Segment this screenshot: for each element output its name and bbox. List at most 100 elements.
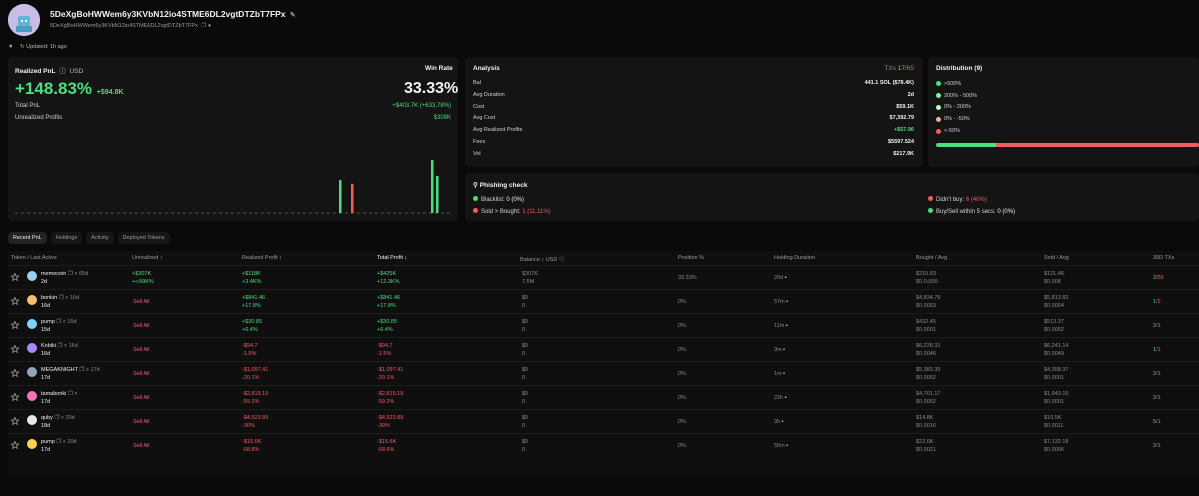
col-balance-label: Balance bbox=[520, 257, 540, 263]
copy-icon[interactable]: ❐ bbox=[67, 271, 73, 277]
token-name[interactable]: pump bbox=[41, 439, 55, 445]
search-icon[interactable]: ⌕ bbox=[60, 415, 65, 421]
col-bought[interactable]: Bought / Avg bbox=[916, 255, 947, 261]
table-row[interactable]: MEGAKNIGHT ❐ ⌕ 17d 17d Sell All -$1,097.… bbox=[8, 361, 1199, 385]
pnl-bar-chart bbox=[15, 160, 452, 214]
search-icon[interactable]: ⌕ bbox=[74, 271, 78, 277]
search-icon[interactable]: ⌕ bbox=[62, 319, 66, 325]
tab-deployed-tokens[interactable]: Deployed Tokens bbox=[117, 232, 170, 244]
col-balance[interactable]: Balance ↕ USD ⓘ bbox=[520, 257, 565, 263]
copy-icon[interactable]: ❐ bbox=[201, 23, 207, 29]
realized-percent: -68.8% bbox=[242, 447, 260, 453]
search-icon[interactable]: ⌕ bbox=[85, 367, 89, 373]
position-percent: 0% bbox=[678, 323, 686, 329]
distribution-dot-icon bbox=[936, 116, 941, 122]
analysis-row-label: Avg Duration bbox=[473, 91, 505, 98]
holding-value: 22h bbox=[774, 395, 784, 401]
txs-sell-count: 1 bbox=[1157, 371, 1161, 377]
distribution-label: 200% - 500% bbox=[944, 92, 978, 99]
token-name[interactable]: tamabonki bbox=[41, 391, 67, 397]
col-holding[interactable]: Holding Duration bbox=[774, 255, 815, 261]
star-icon[interactable] bbox=[11, 273, 19, 281]
sell-all-button[interactable]: Sell All bbox=[133, 443, 150, 449]
col-realized[interactable]: Realized Profit ↕ bbox=[242, 255, 283, 261]
sold-value: $7,132.18 bbox=[1044, 439, 1069, 445]
holding-duration: 11m ▪ bbox=[774, 322, 788, 330]
copy-icon[interactable]: ❐ bbox=[56, 439, 62, 445]
didnt-buy-label: Didn't buy: bbox=[936, 197, 965, 203]
token-name[interactable]: pump bbox=[41, 319, 55, 325]
star-icon[interactable] bbox=[11, 369, 19, 377]
token-name[interactable]: memecoin bbox=[41, 271, 67, 277]
globe-icon[interactable]: ● bbox=[207, 23, 212, 29]
buy-sell-value: 0 (0%) bbox=[997, 209, 1016, 215]
copy-icon[interactable]: ❐ bbox=[57, 343, 63, 349]
search-icon[interactable]: ⌕ bbox=[63, 343, 68, 349]
table-row[interactable]: quby ❐ ⌕ 20d 18d Sell All -$4,523.89 -30… bbox=[8, 409, 1199, 433]
realized-percent: -20.1% bbox=[242, 375, 260, 381]
last-active: 17d bbox=[41, 399, 51, 405]
table-row[interactable]: bonkin ❐ ⌕ 16d 16d Sell All +$841.46 +17… bbox=[8, 289, 1199, 313]
distribution-item: 0% - -50% bbox=[936, 113, 977, 125]
token-name[interactable]: bonkin bbox=[41, 295, 58, 301]
copy-icon[interactable]: ❐ bbox=[67, 391, 73, 397]
total-percent: -20.1% bbox=[377, 375, 395, 381]
sell-all-button[interactable]: Sell All bbox=[133, 299, 150, 305]
txs-buy-count: 2 bbox=[1153, 371, 1157, 377]
currency-label[interactable]: USD bbox=[69, 68, 84, 75]
edit-icon[interactable]: ✎ bbox=[289, 12, 296, 19]
tab-activity[interactable]: Activity bbox=[86, 232, 114, 244]
star-icon[interactable] bbox=[11, 441, 19, 449]
copy-icon[interactable]: ❐ bbox=[79, 367, 85, 373]
buy-sell-label: Buy/Sell within 5 secs: bbox=[936, 209, 996, 215]
token-name-row: bonkin ❐ ⌕ 16d bbox=[41, 294, 79, 302]
table-row[interactable]: pump ❐ ⌕ 15d 15d Sell All +$30.85 +6.4% … bbox=[8, 313, 1199, 337]
token-name[interactable]: quby bbox=[41, 415, 53, 421]
wallet-address: 5DeXgBoHWWem6y3KVbN12io4STME6DL2vgtDTZbT… bbox=[50, 9, 286, 19]
star-icon[interactable] bbox=[11, 321, 19, 329]
token-name[interactable]: Kobiki bbox=[41, 343, 56, 349]
search-icon[interactable]: ⌕ bbox=[62, 439, 66, 445]
analysis-row: Bal 441.1 SOL ($78.4K) bbox=[473, 80, 914, 92]
sell-all-button[interactable]: Sell All bbox=[133, 395, 150, 401]
search-icon[interactable]: ⌕ bbox=[65, 295, 69, 301]
copy-icon[interactable]: ❐ bbox=[58, 295, 64, 301]
token-name[interactable]: MEGAKNIGHT bbox=[41, 367, 78, 373]
txs-buy-count: 2 bbox=[1153, 275, 1157, 281]
token-name-row: tamabonki ❐ ⌕ bbox=[41, 390, 77, 398]
total-percent: -1.5% bbox=[377, 351, 392, 357]
table-row[interactable]: Kobiki ❐ ⌕ 16d 16d Sell All -$94.7 -1.5%… bbox=[8, 337, 1199, 361]
sell-all-button[interactable]: Sell All bbox=[133, 419, 150, 425]
refresh-icon[interactable]: ↻ bbox=[19, 44, 25, 50]
col-total[interactable]: Total Profit ↓ bbox=[377, 255, 408, 261]
bought-value: $432.45 bbox=[916, 319, 936, 325]
col-unrealized[interactable]: Unrealized ↕ bbox=[132, 255, 163, 261]
tab-recent-pnl[interactable]: Recent PnL bbox=[8, 232, 47, 244]
sell-all-button[interactable]: Sell All bbox=[133, 323, 150, 329]
star-icon[interactable] bbox=[11, 417, 19, 425]
star-icon[interactable] bbox=[11, 297, 19, 305]
holding-duration: 57m ▪ bbox=[774, 298, 788, 306]
total-value: -$94.7 bbox=[377, 343, 393, 349]
sell-all-button[interactable]: Sell All bbox=[133, 371, 150, 377]
table-row[interactable]: tamabonki ❐ ⌕ 17d Sell All -$2,819.19 -5… bbox=[8, 385, 1199, 409]
star-icon[interactable] bbox=[11, 345, 19, 353]
star-icon[interactable] bbox=[11, 393, 19, 401]
col-position[interactable]: Position % bbox=[678, 255, 704, 261]
tab-holdings[interactable]: Holdings bbox=[50, 232, 83, 244]
copy-icon[interactable]: ❐ bbox=[54, 415, 60, 421]
copy-icon[interactable]: ❐ bbox=[56, 319, 62, 325]
table-row[interactable]: pump ❐ ⌕ 20d 17d Sell All -$15.6K -68.8%… bbox=[8, 433, 1199, 457]
col-sold[interactable]: Sold / Avg bbox=[1044, 255, 1069, 261]
txs-count: 5/1 bbox=[1153, 419, 1161, 425]
search-icon[interactable]: ⌕ bbox=[74, 391, 78, 397]
sold-value: $121.4K bbox=[1044, 271, 1065, 277]
col-txs[interactable]: 30D TXs bbox=[1153, 255, 1175, 261]
last-active: 16d bbox=[41, 351, 51, 357]
sold-value: $1,943.15 bbox=[1044, 391, 1069, 397]
col-token[interactable]: Token / Last Active bbox=[11, 255, 57, 261]
table-row[interactable]: memecoin ❐ ⌕ 65d 2d +$307K +∞99K% +$118K… bbox=[8, 265, 1199, 289]
filter-icon[interactable]: ▼ bbox=[8, 44, 14, 50]
bought-avg: $0.0001 bbox=[916, 327, 936, 333]
sell-all-button[interactable]: Sell All bbox=[133, 347, 150, 353]
